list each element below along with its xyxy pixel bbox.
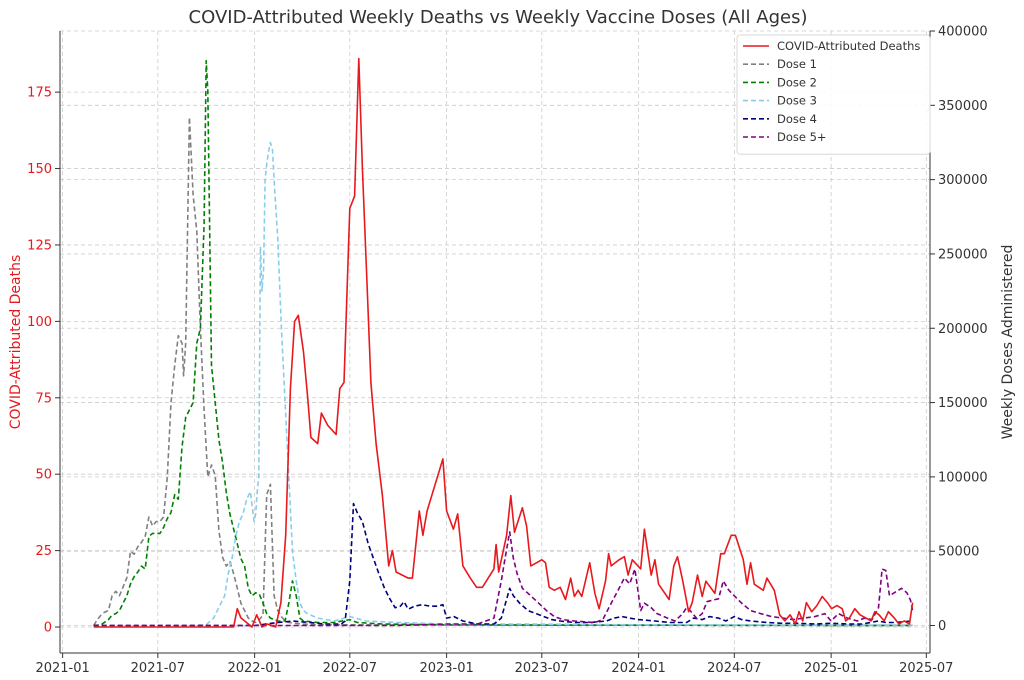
y-axis-left-label: COVID-Attributed Deaths <box>8 255 24 430</box>
series-line-dose4 <box>93 502 913 627</box>
y-right-tick-label: 300000 <box>938 173 988 188</box>
series-line-deaths <box>93 57 914 628</box>
grid-lines <box>60 30 930 653</box>
legend-label: Dose 4 <box>777 112 817 126</box>
legend-label: Dose 5+ <box>777 130 827 144</box>
x-tick-label: 2025-01 <box>804 661 858 676</box>
y-right-tick-label: 400000 <box>938 25 988 40</box>
x-tick-label: 2022-07 <box>323 661 377 676</box>
y-left-tick-label: 100 <box>27 315 52 330</box>
y-left-tick-label: 75 <box>35 391 52 406</box>
y-left-tick-label: 175 <box>27 86 52 101</box>
series-line-dose2 <box>93 59 913 627</box>
series-line-dose3 <box>190 141 913 627</box>
x-tick-label: 2021-07 <box>131 661 185 676</box>
x-tick-label: 2024-07 <box>707 661 761 676</box>
x-tick-label: 2025-07 <box>899 661 953 676</box>
legend-label: Dose 2 <box>777 75 817 89</box>
legend-label: COVID-Attributed Deaths <box>777 39 920 53</box>
y-left-tick-label: 25 <box>35 544 52 559</box>
chart-title: COVID-Attributed Weekly Deaths vs Weekly… <box>189 7 808 28</box>
legend-label: Dose 3 <box>777 94 817 108</box>
y-right-tick-label: 50000 <box>938 545 979 560</box>
y-left-tick-label: 50 <box>35 468 52 483</box>
series-layer <box>93 57 914 628</box>
x-tick-label: 2023-07 <box>515 661 569 676</box>
legend-label: Dose 1 <box>777 57 817 71</box>
y-left-tick-label: 150 <box>27 162 52 177</box>
x-tick-label: 2022-01 <box>227 661 281 676</box>
x-tick-label: 2024-01 <box>611 661 665 676</box>
legend: COVID-Attributed Deaths Dose 1 Dose 2 Dose … <box>736 34 931 155</box>
series-line-dose1 <box>93 116 913 627</box>
y-right-tick-label: 250000 <box>938 247 988 262</box>
y-left-tick-label: 125 <box>27 238 52 253</box>
legend-box <box>736 34 931 155</box>
y-right-tick-label: 350000 <box>938 99 988 114</box>
y-right-tick-label: 0 <box>938 619 946 634</box>
y-axis-right-label: Weekly Doses Administered <box>1000 245 1016 440</box>
x-tick-label: 2023-01 <box>419 661 473 676</box>
x-tick-label: 2021-01 <box>35 661 89 676</box>
y-left-tick-label: 0 <box>44 621 52 636</box>
series-line-dose5 <box>93 531 914 627</box>
y-right-tick-label: 200000 <box>938 322 988 337</box>
y-right-tick-label: 150000 <box>938 396 988 411</box>
axes: 2021-01 2021-07 2022-01 2022-07 2023-01 2023-… <box>27 25 987 677</box>
y-right-tick-label: 100000 <box>938 470 988 485</box>
